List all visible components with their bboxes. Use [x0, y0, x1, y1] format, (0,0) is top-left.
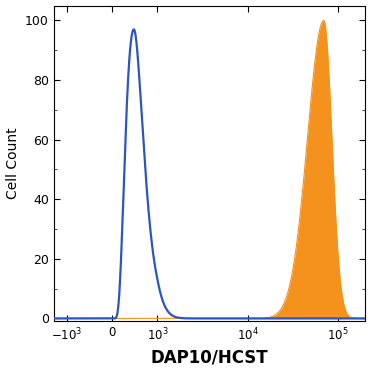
X-axis label: DAP10/HCST: DAP10/HCST	[151, 349, 269, 366]
Y-axis label: Cell Count: Cell Count	[6, 128, 20, 199]
